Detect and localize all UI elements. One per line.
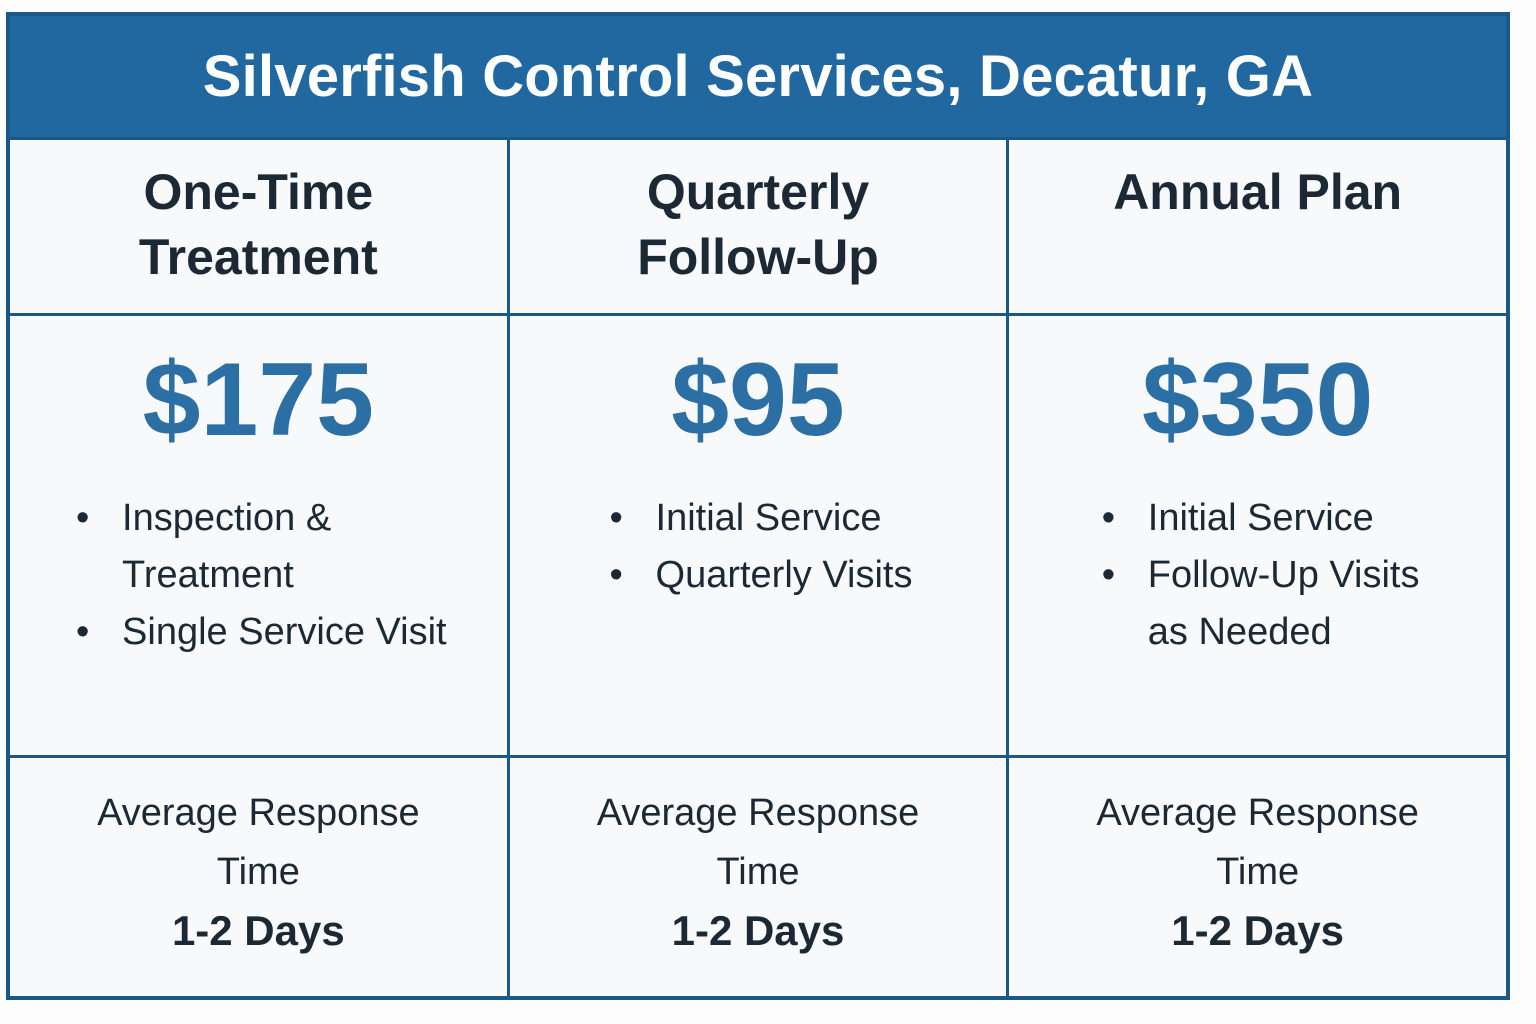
plan-2-price: $95 — [671, 342, 845, 458]
response-time-label: Average Response Time — [596, 792, 920, 893]
plan-1-price: $175 — [142, 342, 374, 458]
feature-item: • Inspection & Treatment — [70, 490, 447, 604]
plan-3-price: $350 — [1141, 342, 1374, 458]
bullet-icon: • — [609, 497, 623, 539]
feature-text: Follow-Up Visits as Needed — [1147, 554, 1420, 653]
plan-2-name: Quarterly Follow-Up — [637, 164, 879, 285]
table-title-band: Silverfish Control Services, Decatur, GA — [10, 16, 1506, 137]
bullet-icon: • — [1101, 497, 1116, 539]
bullet-icon: • — [609, 554, 623, 596]
feature-text: Quarterly Visits — [655, 554, 913, 596]
feature-item: • Follow-Up Visits as Needed — [1096, 547, 1420, 661]
bullet-icon: • — [76, 611, 90, 653]
plan-3-name: Annual Plan — [1113, 164, 1403, 220]
feature-text: Initial Service — [1147, 497, 1374, 539]
feature-text: Inspection & Treatment — [122, 497, 332, 596]
response-time-label: Average Response Time — [97, 792, 420, 893]
plan-2-name-cell: Quarterly Follow-Up — [509, 140, 1007, 313]
plan-3-response-cell: Average Response Time 1-2 Days — [1009, 758, 1506, 996]
pricing-table: Silverfish Control Services, Decatur, GA… — [6, 12, 1510, 1000]
plan-1-name-cell: One-Time Treatment — [10, 140, 507, 313]
response-time-value: 1-2 Days — [671, 906, 845, 954]
response-time-value: 1-2 Days — [1171, 906, 1345, 954]
bullet-icon: • — [1101, 554, 1116, 596]
response-time-value: 1-2 Days — [171, 906, 345, 954]
response-time-label: Average Response Time — [1096, 792, 1419, 893]
plan-3-feature-list: • Initial Service • Follow-Up Visits as Ne… — [1096, 490, 1420, 661]
feature-item: • Initial Service — [1096, 490, 1420, 547]
feature-item: • Initial Service — [604, 490, 913, 547]
feature-text: Single Service Visit — [122, 611, 447, 653]
feature-item: • Quarterly Visits — [604, 547, 913, 604]
plan-2-details-cell: $95 • Initial Service • Quarterly Visits — [509, 316, 1007, 755]
plan-2-feature-list: • Initial Service • Quarterly Visits — [604, 490, 913, 604]
plan-1-details-cell: $175 • Inspection & Treatment • Single Ser… — [10, 316, 507, 755]
feature-item: • Single Service Visit — [70, 604, 447, 661]
plan-3-details-cell: $350 • Initial Service • Follow-Up Visits … — [1009, 316, 1506, 755]
feature-text: Initial Service — [655, 497, 882, 539]
plan-1-name: One-Time Treatment — [138, 164, 378, 285]
plan-1-response-cell: Average Response Time 1-2 Days — [10, 758, 507, 996]
plan-3-name-cell: Annual Plan — [1009, 140, 1506, 313]
bullet-icon: • — [76, 497, 90, 539]
plan-2-response-cell: Average Response Time 1-2 Days — [509, 758, 1007, 996]
plan-1-feature-list: • Inspection & Treatment • Single Service … — [70, 490, 447, 661]
table-title: Silverfish Control Services, Decatur, GA — [202, 44, 1314, 109]
